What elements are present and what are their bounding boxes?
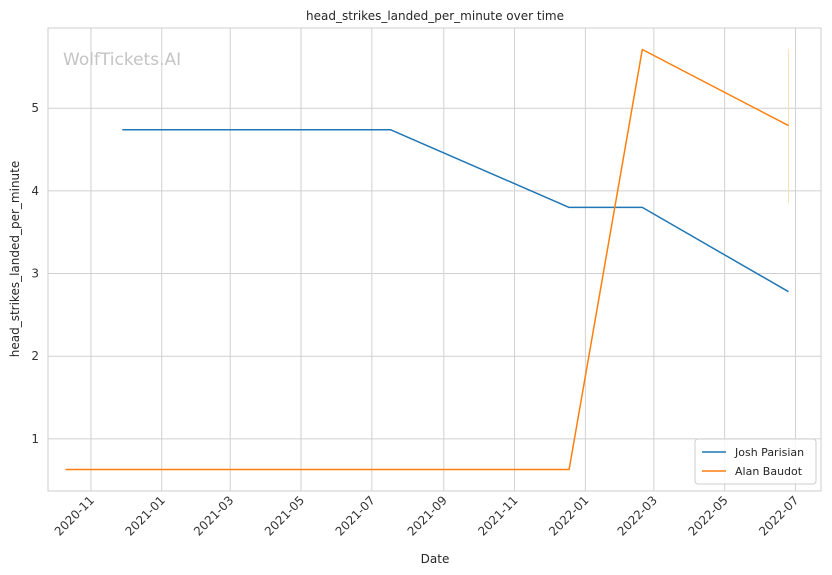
chart-title: head_strikes_landed_per_minute over time [306, 9, 564, 23]
y-tick-label: 2 [31, 349, 39, 363]
legend-label-alan-baudot: Alan Baudot [735, 465, 803, 478]
series-line-josh-parisian [122, 128, 789, 293]
y-tick-label: 1 [31, 432, 39, 446]
legend-box [694, 438, 817, 485]
y-tick-label: 5 [31, 101, 39, 115]
watermark-text: WolfTickets.AI [63, 50, 181, 70]
x-axis-label: Date [421, 552, 450, 566]
y-axis-label: head_strikes_landed_per_minute [8, 161, 22, 358]
legend-label-josh-parisian: Josh Parisian [734, 446, 804, 459]
grid-layer [48, 28, 821, 491]
plot-frame [47, 27, 822, 492]
legend: Josh Parisian Alan Baudot [694, 438, 817, 485]
series-line-alan-baudot [65, 48, 789, 471]
series-layer [65, 48, 790, 471]
y-tick-label: 4 [31, 184, 39, 198]
y-tick-label: 3 [31, 267, 39, 281]
